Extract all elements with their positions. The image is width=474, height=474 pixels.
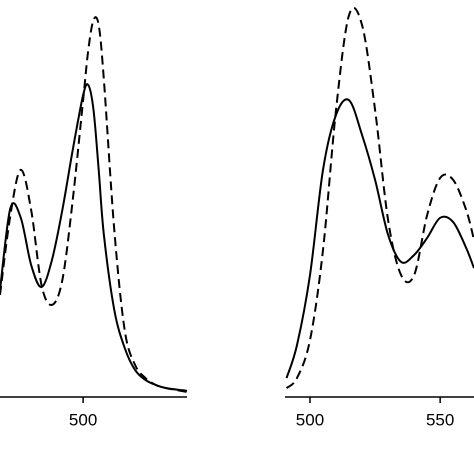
series-line <box>285 6 474 389</box>
x-tick-label: 500 <box>69 410 97 429</box>
x-tick-label: 550 <box>426 410 454 429</box>
series-line <box>0 83 188 392</box>
x-tick-label: 500 <box>296 410 324 429</box>
series-line <box>285 98 474 379</box>
series-line <box>0 16 188 393</box>
